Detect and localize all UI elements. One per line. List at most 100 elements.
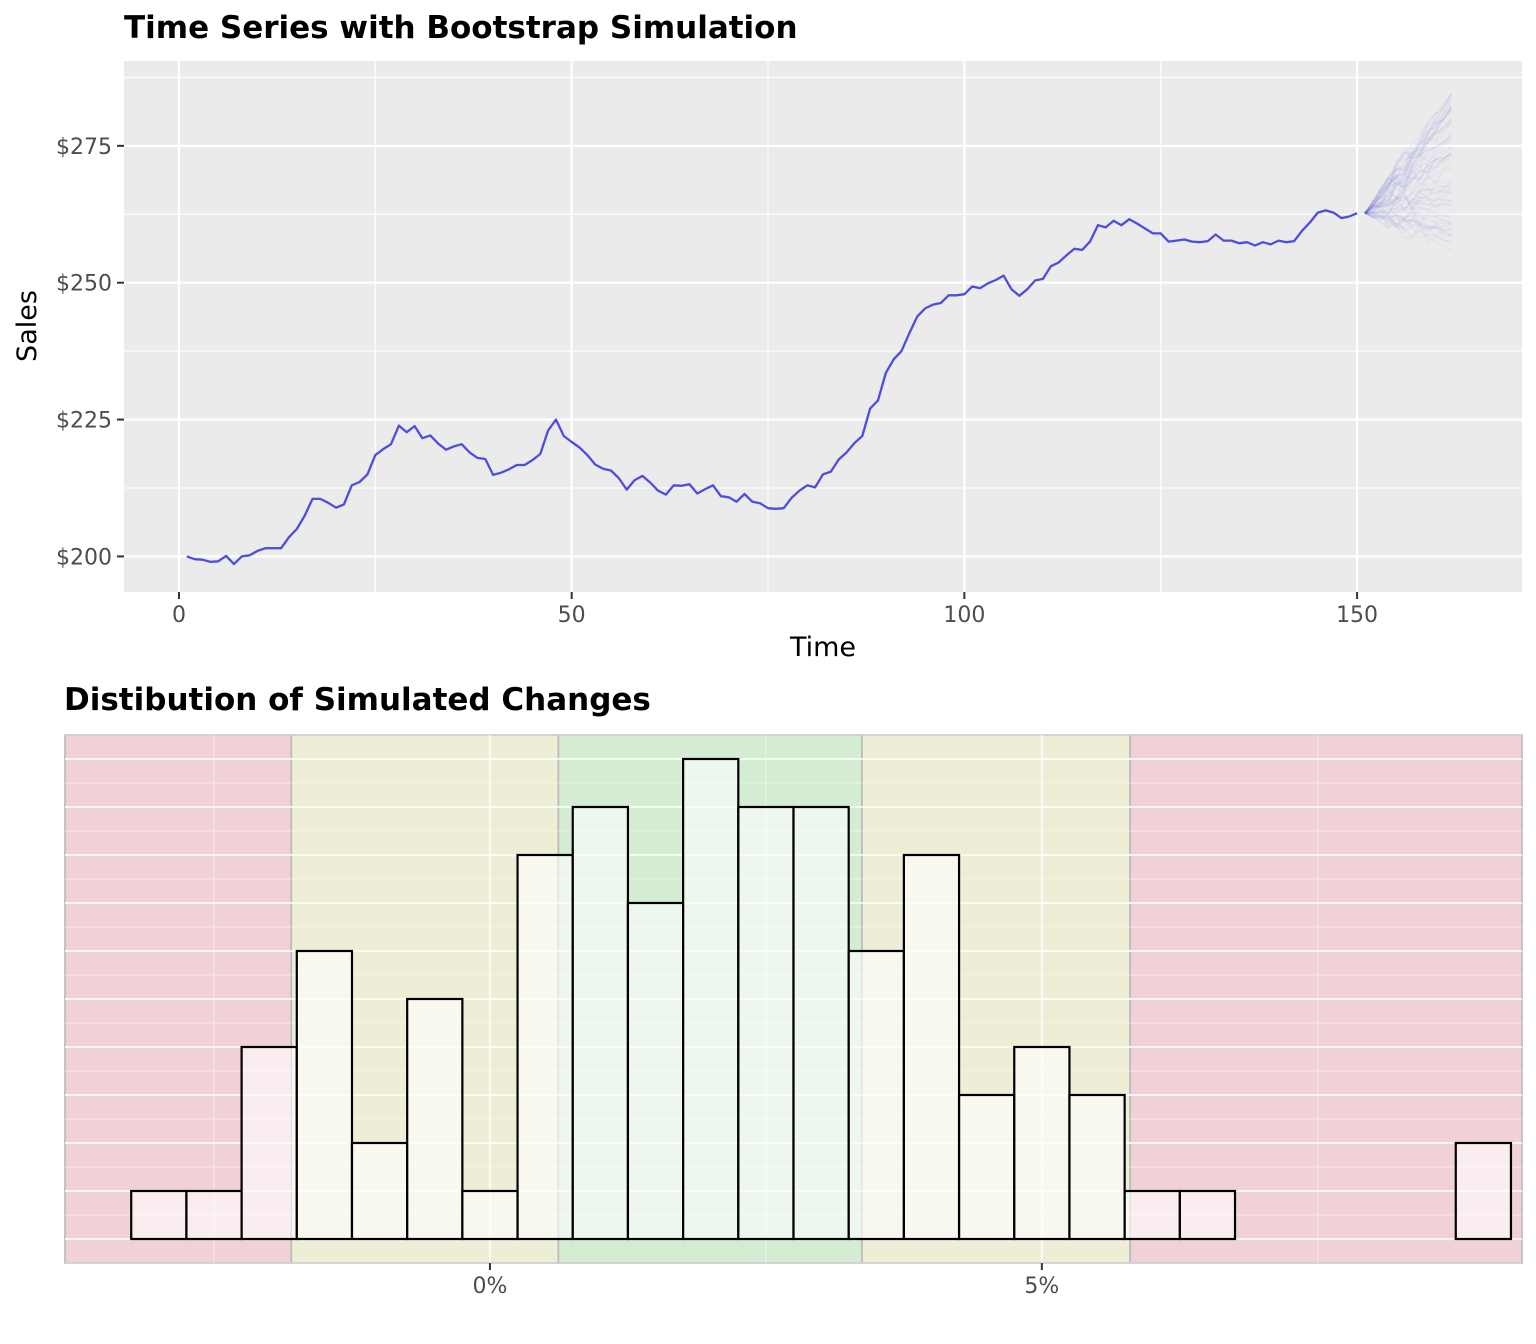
simulation-path [1364,212,1452,237]
simulation-path [1364,121,1452,214]
simulation-path [1364,152,1452,214]
histogram-bar [185,1189,243,1241]
simulation-path [1364,199,1452,217]
simulation-path [1364,93,1452,214]
simulation-path [1364,93,1452,214]
simulation-path [1364,153,1452,214]
timeseries-panel [124,61,1522,592]
histogram-title: Distibution of Simulated Changes [64,682,651,718]
simulation-path [1364,212,1452,238]
histogram-chart: Distibution of Simulated Changes 0% 5% [64,682,1523,1299]
histogram-bar [737,805,795,1241]
simulation-path [1364,212,1452,230]
simulation-path [1364,181,1452,214]
histogram-bar [406,997,464,1241]
simulation-path [1364,187,1452,214]
simulation-path [1364,139,1452,214]
histogram-bar [295,949,354,1241]
simulation-path [1364,211,1452,242]
simulation-path [1364,121,1452,214]
histogram-bar [1178,1189,1237,1241]
simulation-path [1364,188,1452,215]
simulation-path [1364,184,1452,214]
histogram-bar [461,1189,519,1241]
histogram-bar [1454,1141,1513,1241]
simulation-path [1364,204,1452,226]
y-tick-label: $200 [56,545,112,570]
simulation-path [1364,185,1452,214]
simulation-path [1364,133,1452,214]
simulation-path [1364,212,1452,251]
simulation-path [1364,212,1452,245]
timeseries-y-axis-label: Sales [12,290,43,362]
simulation-path [1364,99,1452,214]
simulation-path [1364,133,1452,214]
simulation-path [1364,118,1452,214]
histogram-bar [626,901,685,1241]
simulation-path [1364,107,1452,214]
histogram-bar [516,853,574,1241]
histogram-bar [240,1045,298,1241]
histogram-bar [957,1093,1016,1241]
histogram-bar [130,1189,188,1241]
simulation-path [1364,108,1452,214]
histogram-bar [1013,1045,1071,1241]
simulation-path [1364,206,1452,222]
sales-series-line [186,209,1358,566]
histogram-bar [682,757,740,1241]
simulation-path [1364,154,1452,214]
simulation-path [1364,105,1452,214]
simulation-path [1364,207,1452,224]
histogram-bar [571,805,630,1241]
simulation-path [1364,162,1452,214]
timeseries-x-axis-label: Time [789,632,856,663]
simulation-path [1364,108,1452,214]
x-tick-label: 150 [1336,603,1378,628]
timeseries-gridlines [124,61,1522,592]
simulation-path [1364,152,1452,214]
simulation-path [1364,119,1452,214]
x-tick-label: 50 [558,603,586,628]
simulation-path [1364,106,1452,214]
histogram-bars [130,757,1513,1241]
simulation-path [1364,212,1452,230]
hist-x-tick-label: 5% [1024,1274,1059,1299]
simulation-path [1364,212,1452,237]
timeseries-chart: Time Series with Bootstrap Simulation 0 5… [12,10,1522,663]
simulation-path [1364,102,1452,214]
simulation-path [1364,96,1452,214]
x-tick-label: 0 [172,603,186,628]
histogram-bar [902,853,961,1241]
histogram-bar [847,949,905,1241]
timeseries-axis-ticks: 0 50 100 150 $200 $225 $250 $275 [56,135,1378,628]
simulation-path [1364,119,1452,214]
simulation-path [1364,136,1452,214]
simulation-path [1364,211,1452,230]
simulation-path [1364,146,1452,214]
y-tick-label: $225 [56,409,112,434]
simulation-path [1364,203,1452,218]
simulation-path [1364,147,1452,214]
histogram-axis-ticks: 0% 5% [473,1263,1059,1299]
histogram-bar [350,1141,409,1241]
histogram-bar [1123,1189,1181,1241]
simulation-path [1364,197,1452,214]
y-tick-label: $250 [56,272,112,297]
simulation-path [1364,167,1452,214]
simulation-path [1364,180,1452,214]
hist-x-tick-label: 0% [473,1274,508,1299]
timeseries-title: Time Series with Bootstrap Simulation [124,10,798,46]
simulation-path [1364,92,1452,214]
simulation-path [1364,209,1452,233]
simulation-path [1364,136,1452,214]
x-tick-label: 100 [943,603,985,628]
simulation-path [1364,110,1452,214]
y-tick-label: $275 [56,135,112,160]
simulation-path [1364,212,1452,234]
simulation-path [1364,151,1452,214]
simulation-path [1364,106,1452,214]
histogram-bar [1068,1093,1126,1241]
histogram-bar [792,805,850,1241]
simulation-path [1364,196,1452,218]
